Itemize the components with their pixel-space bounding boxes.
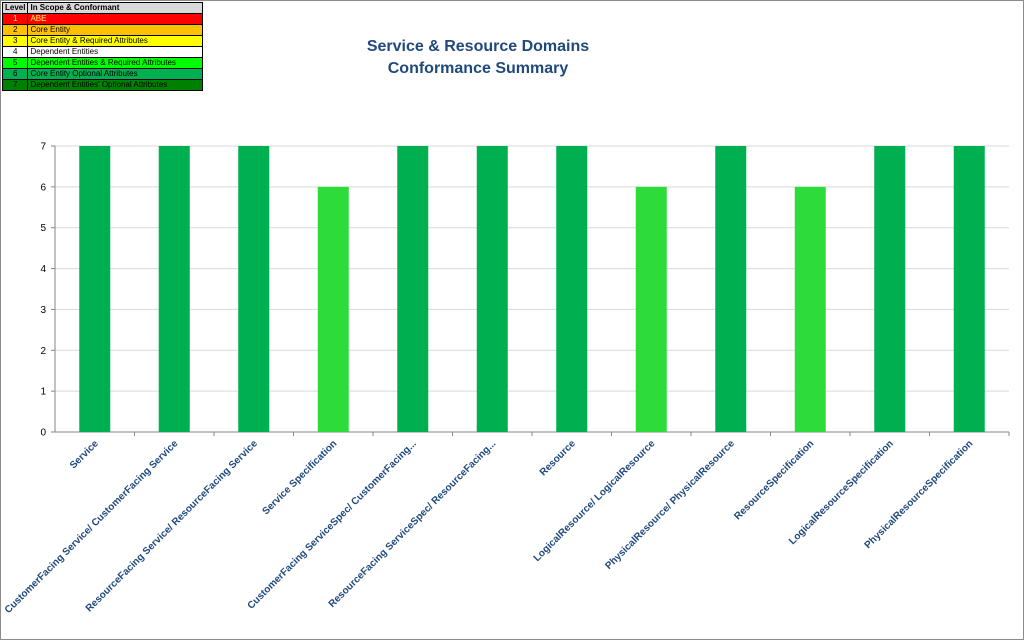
chart-title-line1: Service & Resource Domains <box>366 38 590 55</box>
bar <box>317 186 349 432</box>
legend-level: 4 <box>1 46 29 58</box>
bar <box>476 146 508 432</box>
x-category-label: Service <box>68 438 101 471</box>
bar <box>635 186 667 432</box>
legend-row: 6 Core Entity Optional Attributes <box>1 68 204 80</box>
legend-label: Core Entity Optional Attributes <box>27 68 204 80</box>
legend-label: Dependent Entities' Optional Attributes <box>27 79 204 91</box>
legend-row: 2 Core Entity <box>1 24 204 36</box>
legend-row: 7 Dependent Entities' Optional Attributes <box>1 79 204 91</box>
bar <box>794 186 826 432</box>
x-category-label: Resource <box>538 438 578 478</box>
chart-title-line2: Conformance Summary <box>387 60 569 77</box>
level-legend: Level In Scope & Conformant 1 ABE 2 Core E… <box>1 2 204 91</box>
y-tick-label: 4 <box>40 264 46 275</box>
bar <box>715 146 747 432</box>
chart-title: Service & Resource Domains Conformance S… <box>300 36 656 80</box>
bar <box>238 146 270 432</box>
x-category-label: ResourceFacing ServiceSpec/ ResourceFaci… <box>327 438 499 610</box>
x-category-label: ResourceSpecification <box>732 438 816 522</box>
y-tick-label: 1 <box>40 387 46 398</box>
y-tick-label: 7 <box>40 142 46 153</box>
x-category-label: CustomerFacing Service/ CustomerFacing S… <box>3 438 181 616</box>
bar <box>79 146 111 432</box>
legend-level: 7 <box>1 79 29 91</box>
legend-row: 4 Dependent Entities <box>1 46 204 58</box>
y-tick-label: 6 <box>40 182 46 193</box>
bar <box>397 146 429 432</box>
y-tick-label: 2 <box>40 346 46 357</box>
bar <box>953 146 985 432</box>
legend-level: 2 <box>1 24 29 36</box>
legend-row: 5 Dependent Entities & Required Attribute… <box>1 57 204 69</box>
y-tick-label: 0 <box>40 428 46 439</box>
bar <box>874 146 906 432</box>
x-category-label: PhysicalResource/ PhysicalResource <box>603 438 737 572</box>
bar <box>158 146 190 432</box>
bar <box>556 146 588 432</box>
y-tick-label: 3 <box>40 305 46 316</box>
y-tick-label: 5 <box>40 223 46 234</box>
x-category-label: Service Specification <box>260 438 339 517</box>
x-category-label: ResourceFacing Service/ ResourceFacing S… <box>84 438 260 614</box>
x-category-label: CustomerFacing ServiceSpec/ CustomerFaci… <box>246 438 419 611</box>
